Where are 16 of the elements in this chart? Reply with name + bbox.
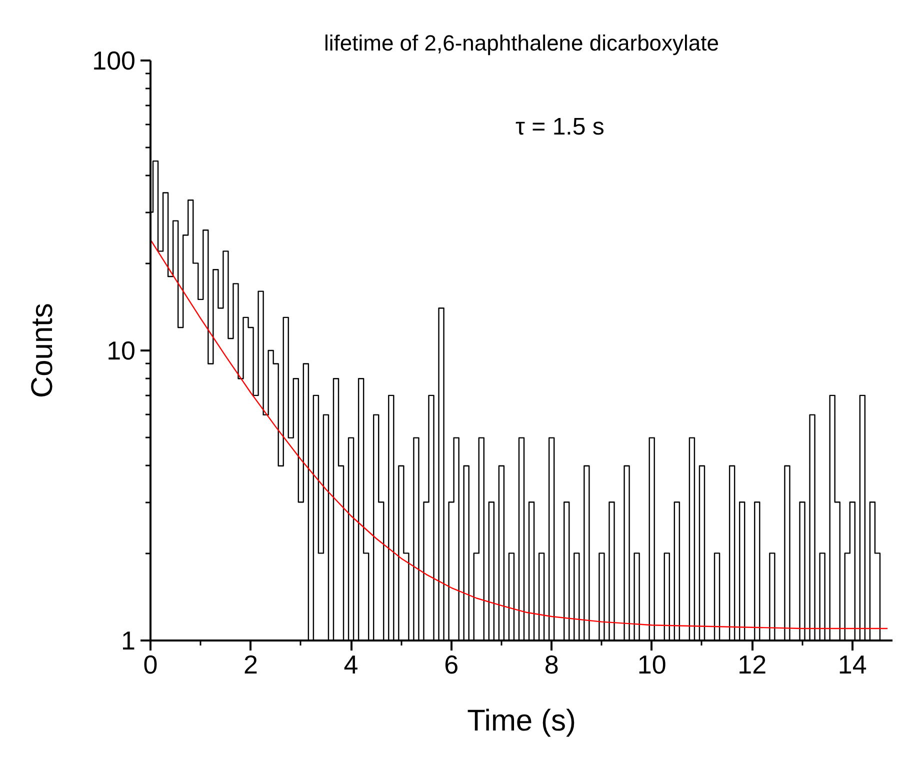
x-tick-label: 12: [738, 650, 767, 680]
x-tick-label: 10: [637, 650, 666, 680]
y-axis-title: Counts: [26, 302, 60, 398]
x-tick-label: 14: [838, 650, 867, 680]
x-tick-label: 6: [444, 650, 459, 680]
y-tick-label: 100: [92, 46, 136, 76]
x-tick-label: 4: [344, 650, 358, 680]
y-tick-label: 1: [121, 626, 136, 656]
x-tick-label: 8: [544, 650, 559, 680]
line-series: [150, 239, 888, 630]
x-tick-label: 0: [143, 650, 158, 680]
annotation: τ = 1.5 s: [516, 114, 604, 140]
y-tick-label: 10: [106, 336, 136, 366]
x-tick-label: 2: [244, 650, 258, 680]
chart-title: lifetime of 2,6-naphthalene dicarboxylate: [324, 30, 720, 56]
x-axis-title: Time (s): [467, 704, 576, 738]
